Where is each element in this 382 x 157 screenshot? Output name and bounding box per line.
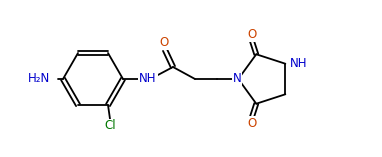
- Text: Cl: Cl: [104, 119, 116, 133]
- Text: N: N: [233, 73, 241, 86]
- Text: O: O: [247, 116, 257, 130]
- Text: O: O: [247, 28, 257, 41]
- Text: H₂N: H₂N: [28, 73, 50, 86]
- Text: O: O: [159, 36, 168, 49]
- Text: NH: NH: [290, 57, 307, 70]
- Text: NH: NH: [139, 73, 157, 86]
